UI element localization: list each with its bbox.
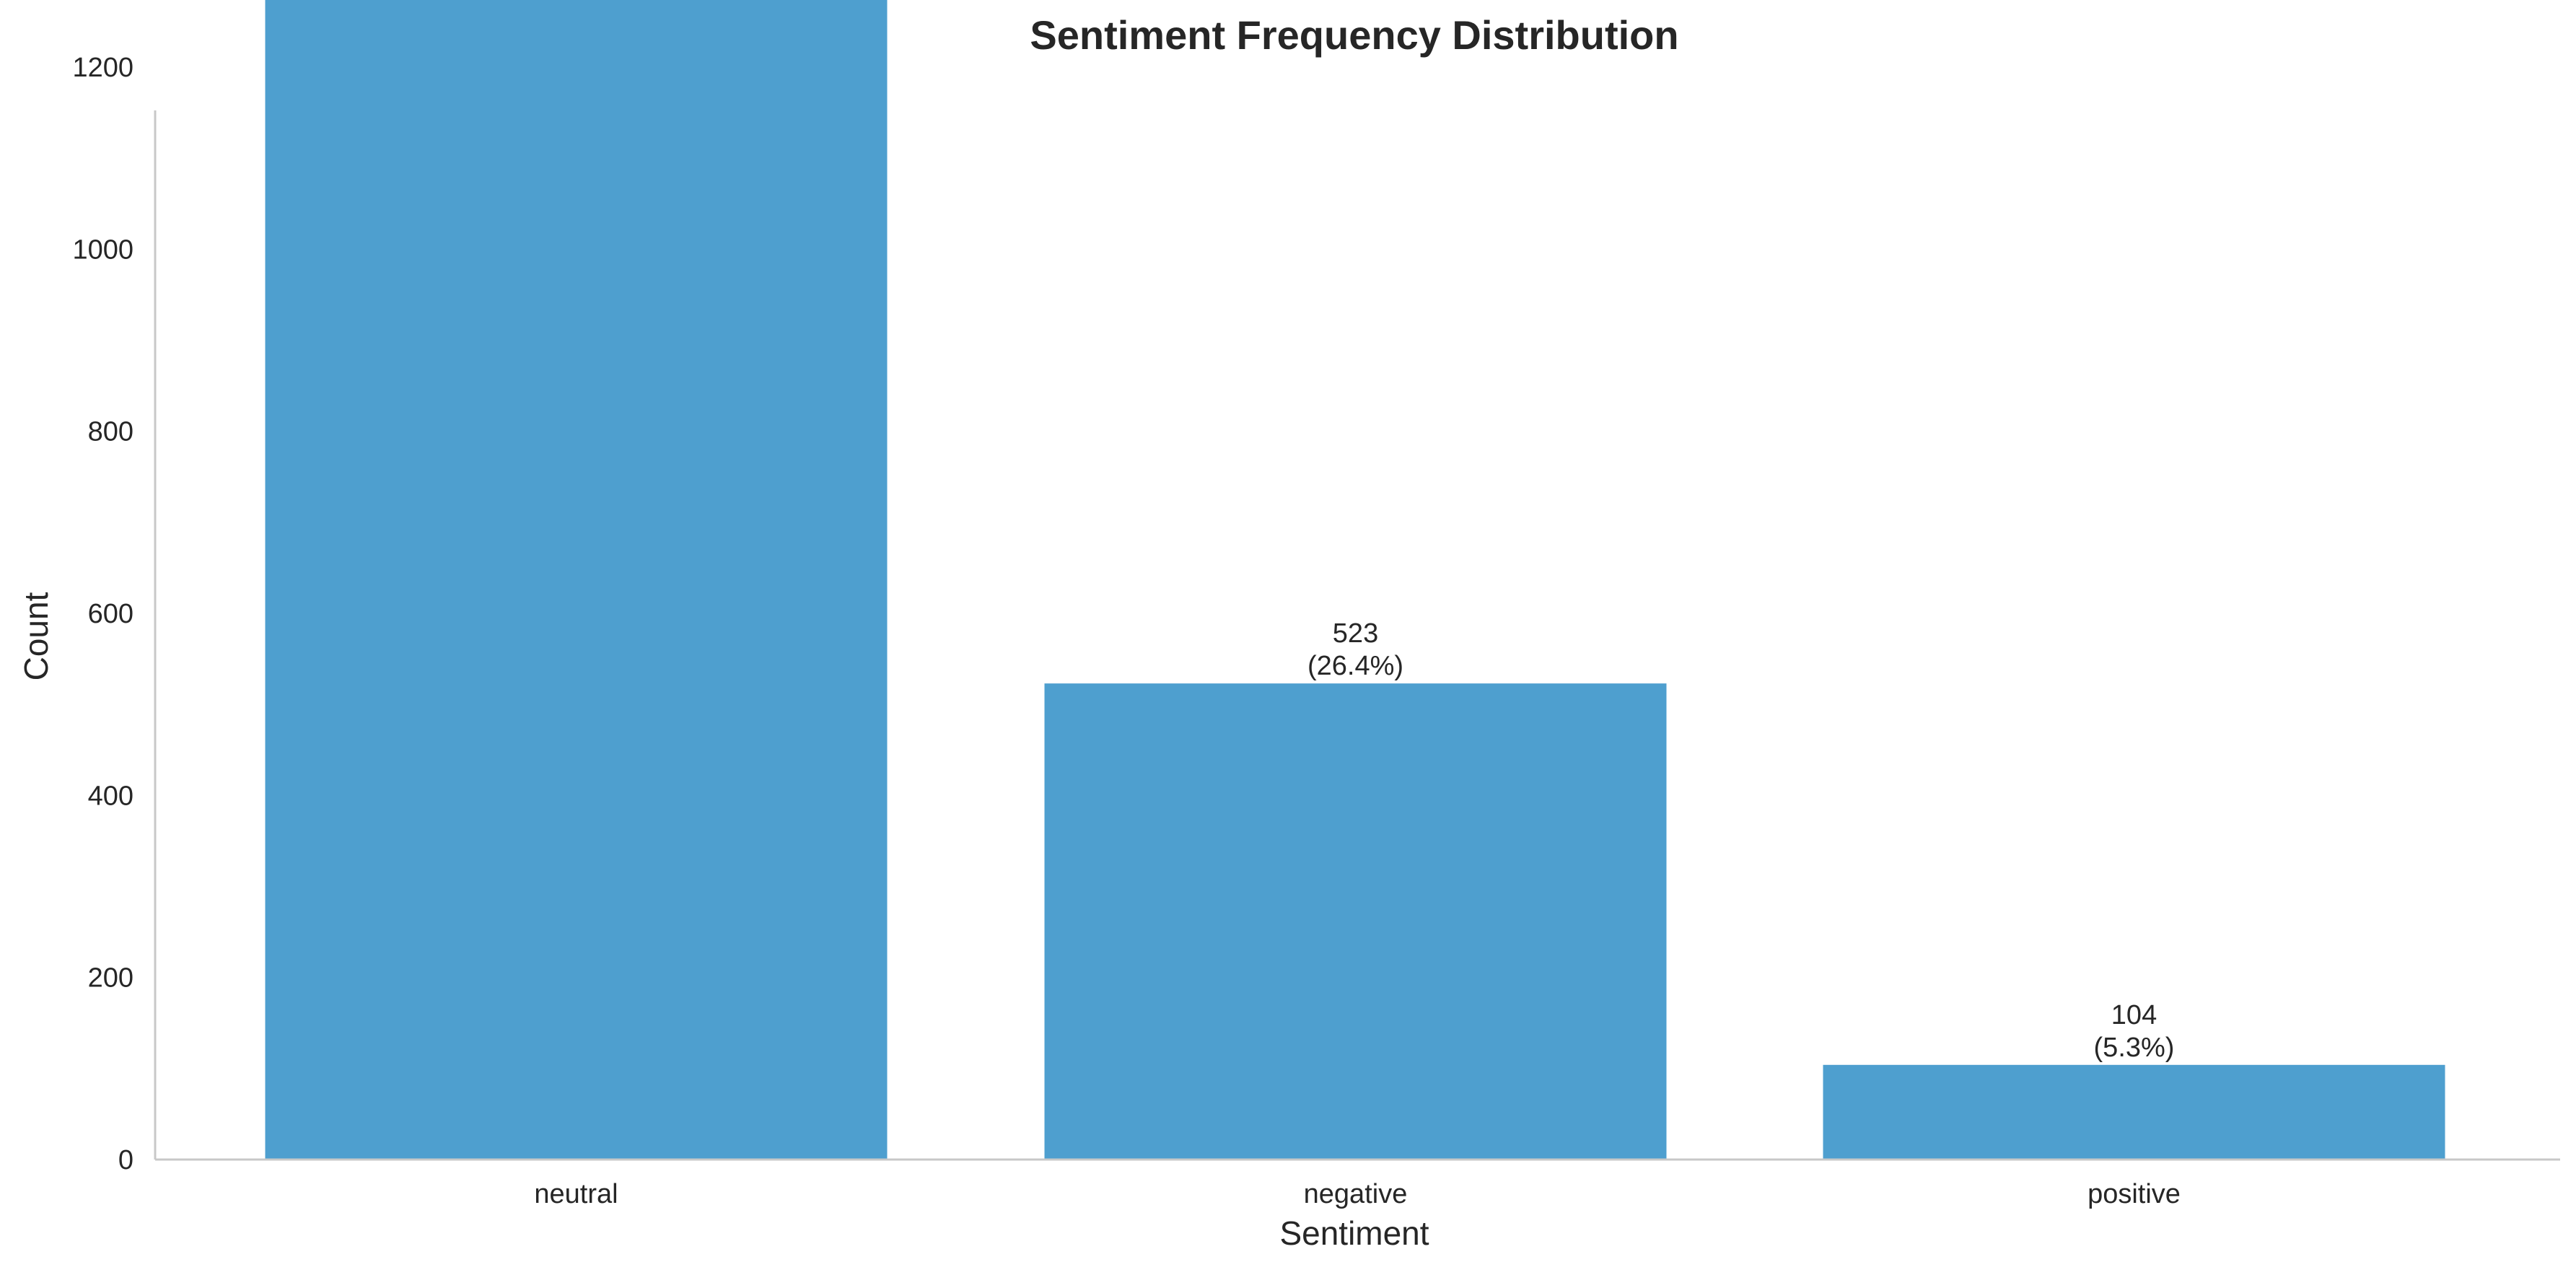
y-tick-label: 400 xyxy=(88,781,133,811)
x-axis-ticks: neutral negative positive xyxy=(534,1179,2181,1209)
bar-negative xyxy=(1044,683,1667,1160)
x-tick-label: negative xyxy=(1304,1179,1408,1209)
y-tick-label: 600 xyxy=(88,599,133,629)
data-label-percent: (5.3%) xyxy=(2094,1033,2175,1063)
y-tick-label: 200 xyxy=(88,963,133,994)
x-tick-label: neutral xyxy=(534,1179,618,1209)
y-axis-label: Count xyxy=(17,592,55,680)
y-tick-label: 1000 xyxy=(72,235,133,265)
data-label-count: 523 xyxy=(1333,618,1378,649)
bar-neutral xyxy=(265,0,888,1160)
data-label-count: 104 xyxy=(2111,1000,2157,1030)
bars-group xyxy=(265,0,2445,1160)
x-axis-label: Sentiment xyxy=(1279,1214,1429,1252)
chart-title: Sentiment Frequency Distribution xyxy=(1030,12,1678,58)
bar-positive xyxy=(1823,1064,2445,1160)
y-tick-label: 800 xyxy=(88,417,133,447)
y-axis-ticks: 0200400600800100012001400 xyxy=(72,53,133,1175)
data-labels-group: 1352(68.3%)523(26.4%)104(5.3%) xyxy=(1307,618,2175,1063)
y-tick-label: 0 xyxy=(118,1145,133,1175)
x-tick-label: positive xyxy=(2087,1179,2181,1209)
y-tick-label: 1200 xyxy=(72,53,133,83)
data-label-percent: (26.4%) xyxy=(1307,651,1403,681)
